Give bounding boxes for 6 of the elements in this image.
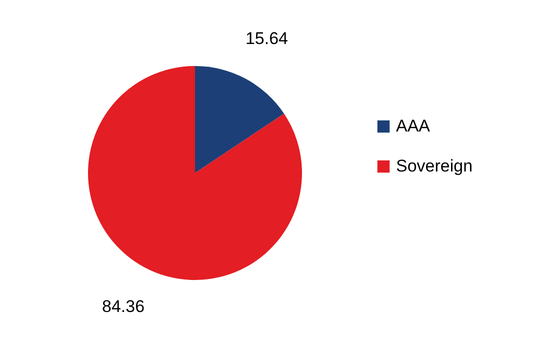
legend-label: Sovereign — [396, 156, 473, 176]
legend-label: AAA — [396, 116, 431, 136]
data-label: 15.64 — [245, 28, 288, 48]
pie-slice — [195, 66, 284, 173]
data-label: 84.36 — [102, 297, 145, 316]
pie-slice — [88, 66, 302, 280]
